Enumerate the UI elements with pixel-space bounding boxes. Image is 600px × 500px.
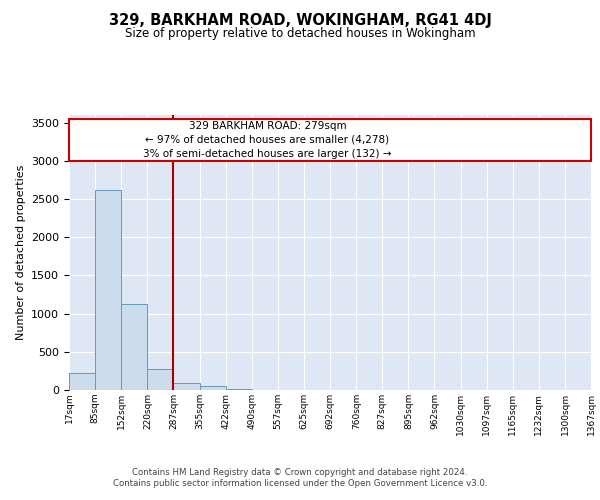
Y-axis label: Number of detached properties: Number of detached properties [16,165,26,340]
Bar [148,368,173,390]
Bar [121,304,148,390]
Text: 329 BARKHAM ROAD: 279sqm
← 97% of detached houses are smaller (4,278)
3% of semi: 329 BARKHAM ROAD: 279sqm ← 97% of detach… [143,121,392,159]
Text: 329, BARKHAM ROAD, WOKINGHAM, RG41 4DJ: 329, BARKHAM ROAD, WOKINGHAM, RG41 4DJ [109,12,491,28]
Bar [95,190,121,390]
Bar [226,389,252,390]
Bar [69,373,95,390]
Bar [173,383,200,390]
Bar [200,386,226,390]
Bar [69,119,591,161]
Text: Contains HM Land Registry data © Crown copyright and database right 2024.
Contai: Contains HM Land Registry data © Crown c… [113,468,487,487]
Text: Size of property relative to detached houses in Wokingham: Size of property relative to detached ho… [125,28,475,40]
